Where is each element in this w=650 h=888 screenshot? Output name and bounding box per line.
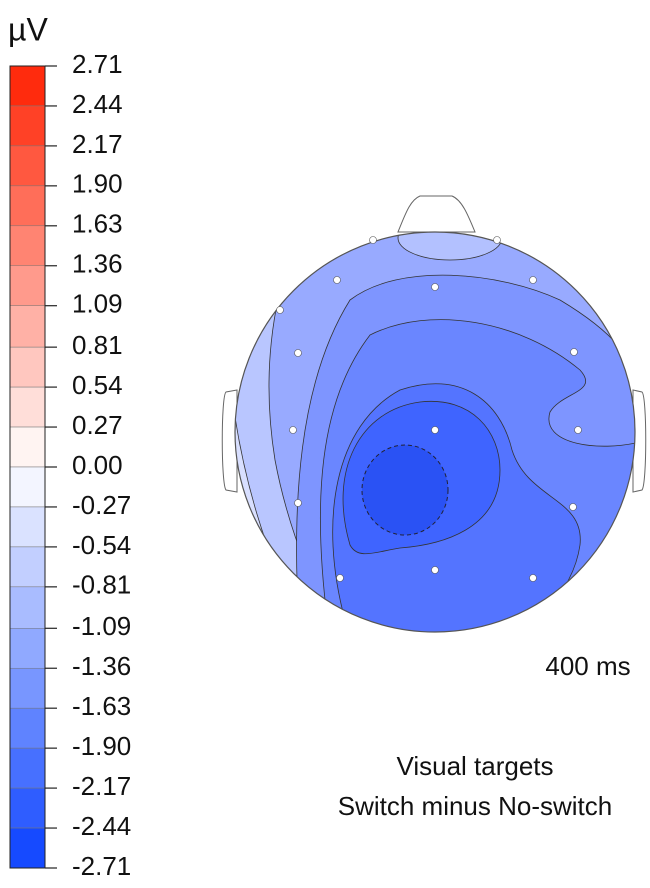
colorbar-segment: [9, 386, 46, 428]
tick-label: -0.54: [72, 530, 131, 560]
colorbar-segment: [9, 827, 46, 869]
colorbar-segment: [9, 346, 46, 388]
head-outline: [234, 231, 636, 633]
colorbar-segment: [9, 225, 46, 267]
colorbar-segment: [9, 747, 46, 789]
colorbar-title: µV: [8, 11, 48, 47]
colorbar-segment: [9, 265, 46, 306]
tick-label: 0.27: [72, 410, 123, 440]
tick-label: -2.17: [72, 771, 131, 801]
colorbar: 2.71 2.44 2.17 1.90 1.63 1.36 1.09 0.81 0.54 0.27…: [9, 49, 131, 881]
tick-label: 0.81: [72, 330, 123, 360]
colorbar-segment: [9, 185, 46, 227]
tick-label: -1.90: [72, 731, 131, 761]
colorbar-segment: [9, 145, 46, 187]
tick-label: 1.09: [72, 289, 123, 319]
tick-label: -1.09: [72, 611, 131, 641]
tick-label: -0.81: [72, 570, 131, 600]
colorbar-segment: [9, 506, 46, 548]
colorbar-segment: [9, 466, 46, 508]
level-fill: [361, 444, 449, 536]
colorbar-segment: [9, 546, 46, 588]
tick-label: -1.63: [72, 691, 131, 721]
colorbar-segment: [9, 707, 46, 749]
tick-label: 1.90: [72, 169, 123, 199]
head-outline: [221, 195, 647, 493]
colorbar-segment: [9, 105, 46, 147]
caption: Switch minus No-switch: [338, 791, 613, 821]
colorbar-segment: [9, 65, 46, 107]
colorbar-segment: [9, 426, 46, 468]
colorbar-segment: [9, 667, 46, 709]
colorbar-segment: [9, 787, 46, 829]
tick-label: -1.36: [72, 651, 131, 681]
tick-label: -2.71: [72, 851, 131, 881]
tick-label: 2.17: [72, 129, 123, 159]
tick-label: 0.54: [72, 370, 123, 400]
tick-label: -0.27: [72, 490, 131, 520]
tick-label: 1.63: [72, 209, 123, 239]
colorbar-segment: [9, 586, 46, 629]
tick-label: -2.44: [72, 811, 131, 841]
time-label: 400 ms: [545, 651, 630, 681]
caption: Visual targets: [396, 751, 553, 781]
colorbar-segment: [9, 305, 46, 348]
colorbar-segment: [9, 628, 46, 669]
tick-label: 1.36: [72, 249, 123, 279]
tick-label: 2.71: [72, 49, 123, 79]
electrodes: [276, 236, 582, 582]
tick-label: 0.00: [72, 450, 123, 480]
tick-label: 2.44: [72, 89, 123, 119]
